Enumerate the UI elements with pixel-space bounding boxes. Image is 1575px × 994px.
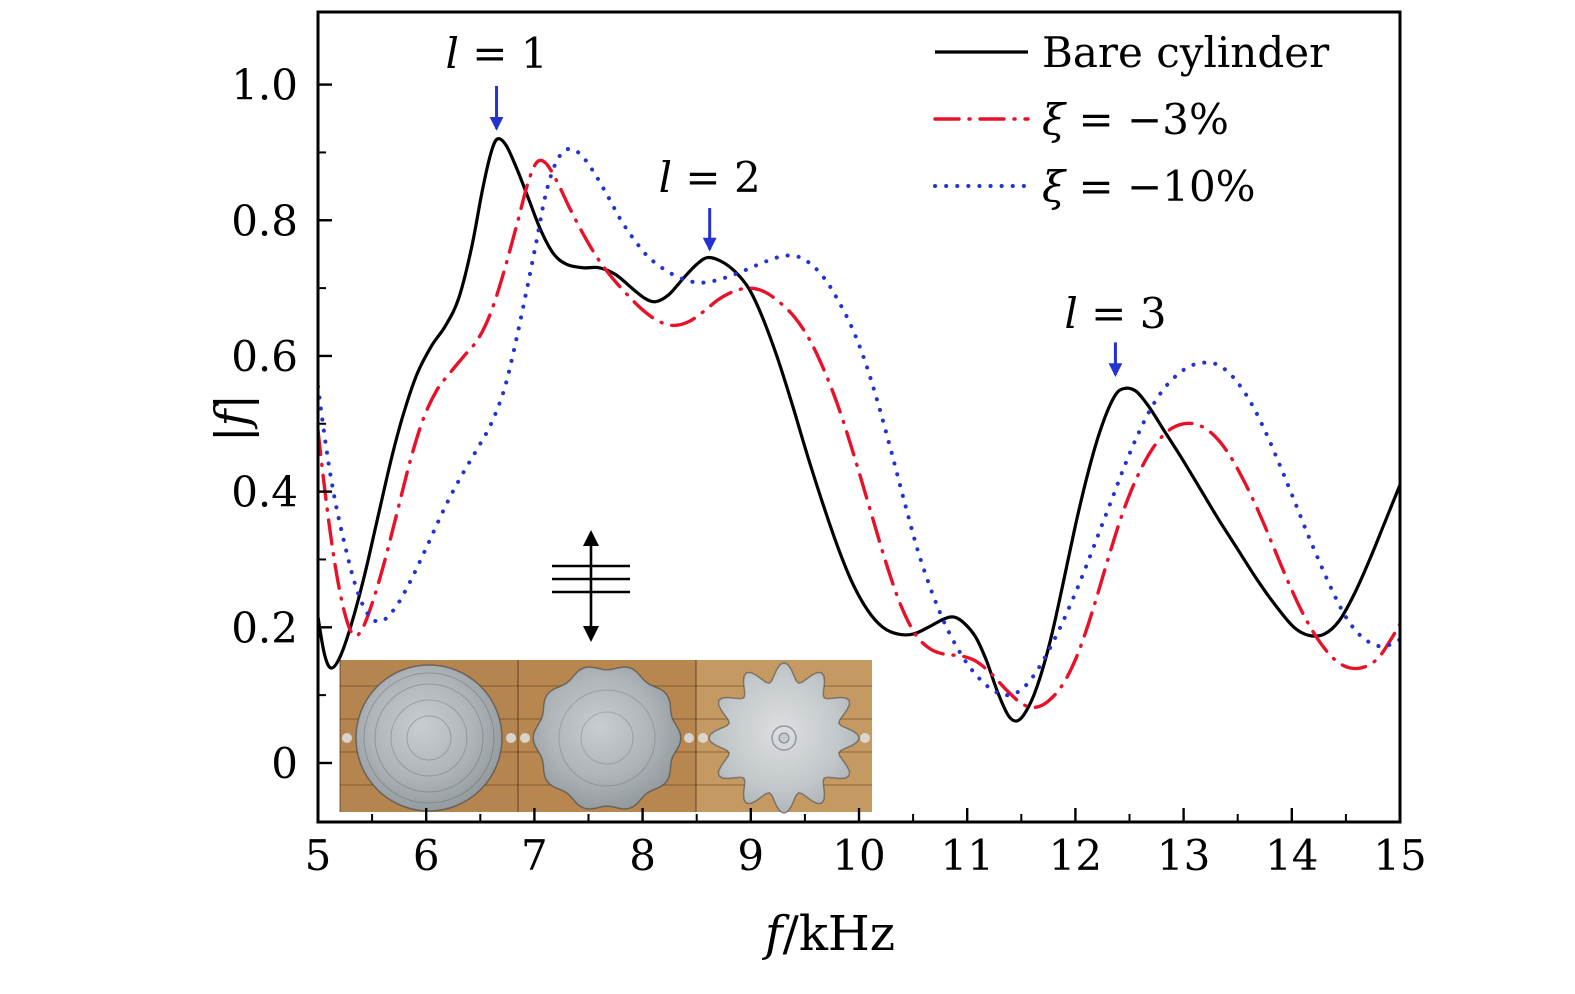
inset-photo-strip — [339, 660, 872, 815]
mounting-pin-icon — [520, 733, 530, 743]
annotation-text: l = 1 — [445, 29, 547, 78]
center-screw-icon — [778, 732, 790, 744]
center-ring — [771, 725, 797, 751]
x-tick-label: 15 — [1373, 831, 1426, 880]
series-curve-2 — [318, 146, 1400, 698]
mounting-pin-icon — [698, 733, 708, 743]
corrugated-10pct-disc — [707, 661, 861, 815]
y-tick-label: 0.2 — [231, 603, 298, 652]
machining-mark — [374, 683, 484, 793]
machining-mark — [406, 715, 452, 761]
annotation-text: l = 2 — [659, 153, 761, 202]
annotation-text: l = 3 — [1064, 289, 1166, 338]
machining-mark — [558, 689, 656, 787]
mode-annotation-1: l = 1 — [445, 29, 548, 131]
y-tick-label: 0.8 — [231, 196, 298, 245]
legend-entry-2: ξ = −10% — [933, 162, 1256, 211]
mode-annotation-3: l = 3 — [1064, 289, 1166, 378]
y-tick-label: 0.4 — [231, 468, 298, 517]
legend-label: Bare cylinder — [1042, 28, 1330, 77]
y-tick-label: 0.6 — [231, 332, 298, 381]
machining-mark — [580, 711, 634, 765]
legend-label: ξ = −10% — [1042, 162, 1256, 211]
legend-entry-0: Bare cylinder — [935, 28, 1330, 77]
x-tick-label: 11 — [940, 831, 993, 880]
x-tick-label: 8 — [629, 831, 656, 880]
x-tick-label: 5 — [305, 831, 332, 880]
incident-wave-symbol — [552, 530, 630, 642]
wave-arrowhead-down-icon — [583, 626, 599, 642]
x-tick-label: 7 — [521, 831, 548, 880]
x-tick-label: 10 — [832, 831, 885, 880]
axes — [316, 10, 1402, 824]
mounting-pin-icon — [684, 733, 694, 743]
series-curve-1 — [318, 158, 1400, 710]
y-tick-label: 1.0 — [231, 61, 298, 110]
bare-cylinder-disc — [355, 664, 503, 812]
wave-arrowhead-up-icon — [583, 530, 599, 546]
mode-annotation-2: l = 2 — [659, 153, 761, 252]
x-tick-label: 14 — [1265, 831, 1318, 880]
x-tick-label: 9 — [737, 831, 764, 880]
x-tick-label: 13 — [1157, 831, 1210, 880]
x-axis-label: f/kHz — [762, 906, 895, 962]
mounting-pin-icon — [860, 733, 870, 743]
machining-mark — [363, 672, 495, 804]
y-tick-label: 0 — [271, 739, 298, 788]
annotations: l = 1 l = 2 l = 3 — [445, 29, 1166, 378]
machining-mark — [390, 699, 468, 777]
legend-label: ξ = −3% — [1042, 95, 1229, 144]
legend-entry-1: ξ = −3% — [933, 95, 1229, 144]
mounting-pin-icon — [506, 733, 516, 743]
x-tick-label: 12 — [1049, 831, 1102, 880]
series-curves — [318, 137, 1400, 723]
corrugated-3pct-disc — [532, 666, 682, 810]
tick-labels: 5 6 7 8 9 10 11 12 13 14 15 0 0.2 0.4 0.6 0.8 1.0 — [231, 61, 1427, 880]
series-curve-0 — [318, 137, 1400, 723]
y-axis-label: |f| — [205, 394, 259, 442]
axis-labels: f/kHz |f| — [205, 394, 895, 962]
mounting-pin-icon — [342, 733, 352, 743]
x-tick-label: 6 — [413, 831, 440, 880]
legend: Bare cylinder ξ = −3% ξ = −10% — [933, 28, 1330, 211]
